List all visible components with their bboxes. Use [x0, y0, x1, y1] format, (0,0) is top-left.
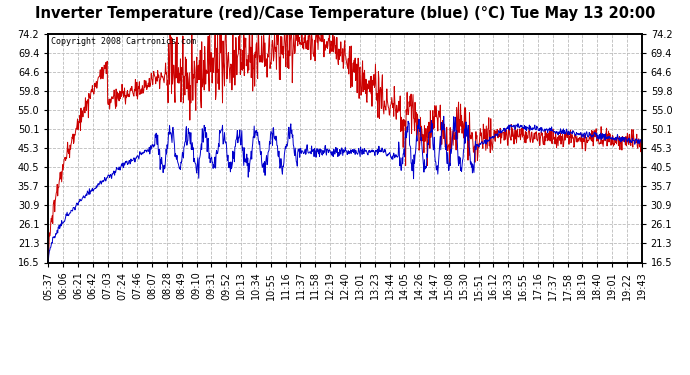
Text: Inverter Temperature (red)/Case Temperature (blue) (°C) Tue May 13 20:00: Inverter Temperature (red)/Case Temperat…: [34, 6, 655, 21]
Text: Copyright 2008 Cartronics.com: Copyright 2008 Cartronics.com: [51, 37, 196, 46]
